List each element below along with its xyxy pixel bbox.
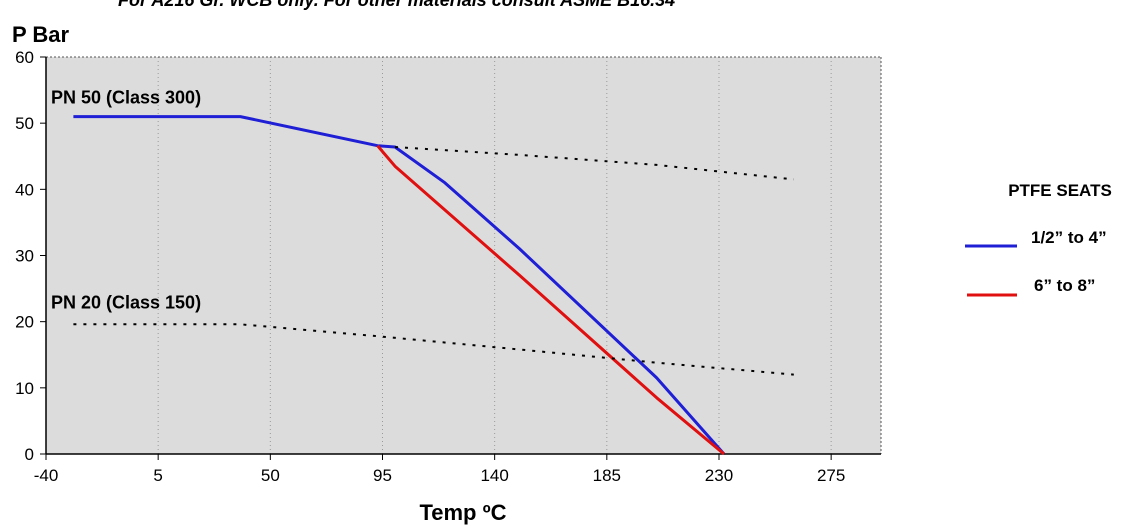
x-tick-label: 185 xyxy=(593,466,621,485)
annotation-layer: PN 50 (Class 300) PN 20 (Class 150) xyxy=(51,87,201,312)
series-line-2 xyxy=(376,144,725,456)
legend-entry-1: 1/2” to 4” xyxy=(1031,228,1107,247)
plot-area xyxy=(46,57,881,454)
y-axis-title: P Bar xyxy=(12,22,70,47)
x-tick-label: -40 xyxy=(34,466,59,485)
legend-title: PTFE SEATS xyxy=(1008,181,1112,200)
y-axis-ticks: 0 10 20 30 40 50 60 xyxy=(15,48,46,464)
y-tick-label: 0 xyxy=(25,445,34,464)
x-tick-label: 95 xyxy=(373,466,392,485)
x-tick-label: 50 xyxy=(261,466,280,485)
x-axis-ticks: -40 5 50 95 140 185 230 275 xyxy=(34,454,845,485)
x-tick-label: 5 xyxy=(153,466,162,485)
y-tick-label: 50 xyxy=(15,114,34,133)
material-note: For A216 Gr. WCB only. For other materia… xyxy=(118,0,675,10)
x-tick-label: 140 xyxy=(480,466,508,485)
y-tick-label: 20 xyxy=(15,313,34,332)
y-tick-label: 40 xyxy=(15,180,34,199)
y-tick-label: 60 xyxy=(15,48,34,67)
series-line-1 xyxy=(73,115,726,455)
y-tick-label: 30 xyxy=(15,247,34,266)
x-tick-label: 275 xyxy=(817,466,845,485)
x-tick-label: 230 xyxy=(705,466,733,485)
x-axis-title: Temp ºC xyxy=(419,500,506,525)
legend: PTFE SEATS 1/2” to 4” 6” to 8” xyxy=(965,181,1112,297)
annotation-1: PN 50 (Class 300) xyxy=(51,87,201,107)
series-layer xyxy=(73,115,794,456)
y-tick-label: 10 xyxy=(15,379,34,398)
series-line-3 xyxy=(394,146,794,181)
annotation-2: PN 20 (Class 150) xyxy=(51,292,201,312)
legend-entry-2: 6” to 8” xyxy=(1034,276,1095,295)
